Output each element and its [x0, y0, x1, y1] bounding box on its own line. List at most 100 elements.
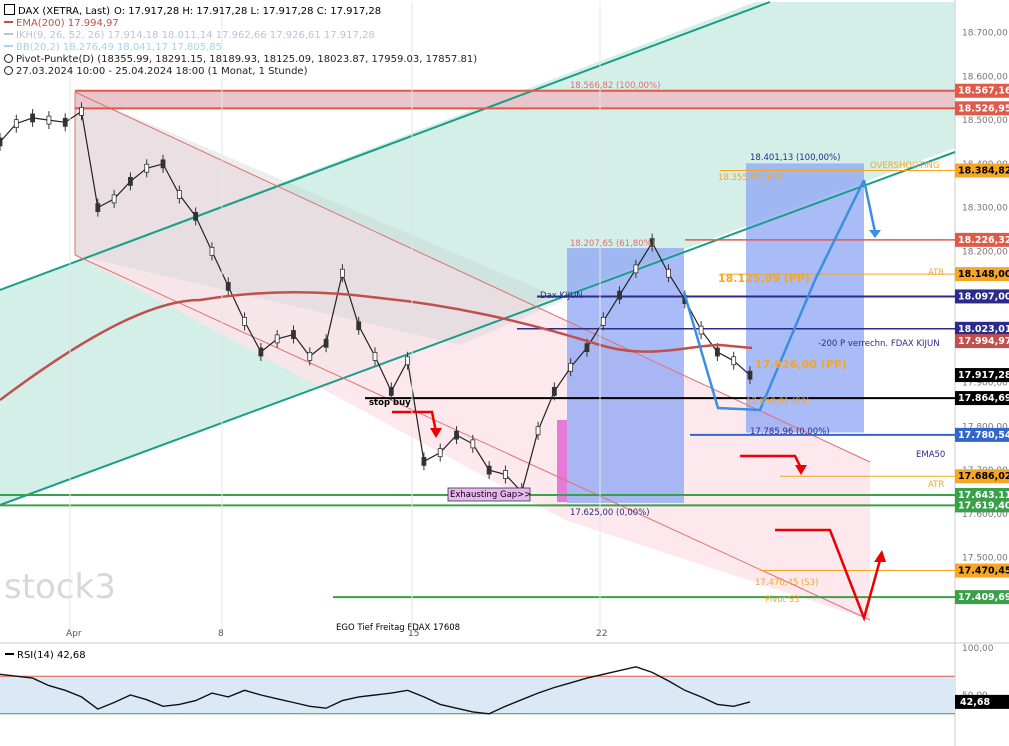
candle-body	[193, 211, 199, 221]
candle-body	[388, 386, 394, 396]
candle-body	[242, 316, 247, 326]
instrument-name: DAX (XETRA, Last)	[18, 6, 111, 17]
price-level-label: 18.097,00	[958, 291, 1009, 302]
projection-down	[862, 179, 877, 233]
fib-box-right	[746, 163, 864, 433]
ema200-line	[0, 291, 753, 402]
candle-body	[617, 290, 622, 300]
rsi-tick-label: 100,00	[962, 644, 994, 654]
rsi-line	[0, 666, 751, 715]
price-level-label: 17.619,40	[958, 500, 1009, 511]
candle-body	[79, 106, 84, 116]
candle-body	[144, 163, 150, 173]
red-arrow-3	[775, 528, 882, 622]
candle-body	[339, 268, 345, 278]
candle-body	[633, 264, 639, 274]
price-level-tag	[955, 232, 1009, 247]
annotation-label: 17.858,81 (S3)	[746, 397, 809, 407]
candle-body	[372, 351, 378, 361]
annotation-box	[447, 487, 531, 502]
y-tick-label: 18.500,00	[962, 116, 1008, 126]
annotation-label: ATR	[928, 268, 944, 278]
price-level-tag	[955, 267, 1009, 282]
x-tick-label: Apr	[66, 629, 82, 639]
bb-swatch-icon	[4, 45, 13, 47]
candle-body	[30, 113, 36, 123]
price-level-tag	[955, 334, 1009, 349]
candle-body	[714, 347, 720, 357]
price-level-tag	[955, 289, 1009, 304]
candle-body	[421, 456, 427, 466]
ikh-legend[interactable]: IKH(9, 26, 52, 26) 17.914,18 18.011,14 1…	[0, 30, 481, 42]
annotation-label: EGO Tief Freitag FDAX 17608	[336, 623, 460, 633]
price-level-label: 18.526,95	[958, 103, 1009, 114]
y-tick-label: 17.800,00	[962, 422, 1008, 432]
rsi-band	[0, 676, 955, 714]
candle-body	[160, 159, 166, 169]
price-level-tag	[955, 101, 1009, 116]
price-level-tag	[955, 368, 1009, 383]
candle-body	[600, 316, 606, 326]
rsi-value-label: 42,68	[960, 697, 990, 708]
candle-body	[111, 194, 117, 204]
annotation-label: stop buy	[369, 398, 411, 408]
arrow-down-icon	[869, 230, 881, 238]
candle-body	[356, 321, 362, 331]
candle-body	[405, 356, 411, 366]
annotation-label: EMA50	[916, 450, 945, 460]
annotation-label: 17.926,00 (PP)	[755, 358, 847, 371]
price-level-tag	[955, 391, 1009, 406]
price-level-label: 18.384,82	[958, 166, 1009, 177]
annotation-label: -200 P verrechn. FDAX KIJUN	[818, 339, 940, 349]
price-level-tag	[955, 498, 1009, 513]
candle-body	[209, 246, 215, 256]
candle-body	[649, 238, 655, 248]
annotation-label: Dax KIJUN	[540, 291, 583, 301]
annotation-label: 18.207,65 (61,80%)	[570, 239, 655, 249]
price-level-tag	[955, 427, 1009, 442]
red-channel-upper	[74, 91, 871, 463]
clock-icon	[4, 66, 13, 75]
pivot-legend-text: Pivot-Punkte(D) (18355.99, 18291.15, 181…	[16, 54, 478, 65]
ohlc-values: O: 17.917,28 H: 17.917,28 L: 17.917,28 C…	[114, 6, 382, 17]
bb-legend[interactable]: BB(20,2) 18.276,49 18.041,17 17.805,85	[0, 42, 481, 54]
rsi-value-tag	[955, 694, 1009, 709]
chart-header: DAX (XETRA, Last) O: 17.917,28 H: 17.917,…	[0, 4, 481, 78]
ema-legend-text: EMA(200) 17.994,97	[16, 18, 119, 29]
header-instrument-row: DAX (XETRA, Last) O: 17.917,28 H: 17.917,…	[0, 4, 481, 18]
fib-box-left	[567, 248, 684, 503]
x-tick-label: 22	[596, 629, 607, 639]
annotation-label: ATR	[928, 480, 944, 490]
y-tick-label: 18.200,00	[962, 247, 1008, 257]
annotation-label: Exhausting Gap>>	[450, 490, 531, 500]
ema-legend[interactable]: EMA(200) 17.994,97	[0, 18, 481, 30]
resistance-band	[75, 90, 955, 109]
annotation-label: 18.401,13 (100,00%)	[750, 153, 840, 163]
candle-body	[307, 351, 313, 361]
price-level-label: 17.470,45	[958, 566, 1009, 577]
candle-body	[225, 281, 231, 291]
ikh-legend-text: IKH(9, 26, 52, 26) 17.914,18 18.011,14 1…	[16, 30, 375, 41]
green-channel-upper	[0, 1, 771, 291]
price-level-label: 18.567,16	[958, 86, 1009, 97]
rsi-swatch-icon	[5, 653, 14, 655]
candle-body	[731, 356, 737, 366]
price-level-tag	[955, 321, 1009, 336]
candle-body	[128, 176, 133, 186]
price-level-tag	[955, 83, 1009, 98]
pivot-legend[interactable]: Pivot-Punkte(D) (18355.99, 18291.15, 181…	[0, 54, 481, 66]
price-level-label: 17.409,69	[958, 592, 1009, 603]
candle-body	[535, 426, 541, 436]
candle-body	[454, 430, 459, 440]
annotation-label: 18.355,99 (R3)	[718, 173, 782, 183]
rsi-label: RSI(14) 42,68	[5, 650, 90, 662]
candle-body	[258, 347, 264, 357]
gap-marker	[557, 420, 567, 502]
candle-body	[323, 338, 329, 348]
candle-body	[503, 470, 508, 479]
candle-body	[470, 439, 476, 449]
annotation-label: 17.785,96 (0,00%)	[750, 427, 830, 437]
price-level-label: 18.023,01	[958, 324, 1009, 335]
y-tick-label: 17.500,00	[962, 554, 1008, 564]
